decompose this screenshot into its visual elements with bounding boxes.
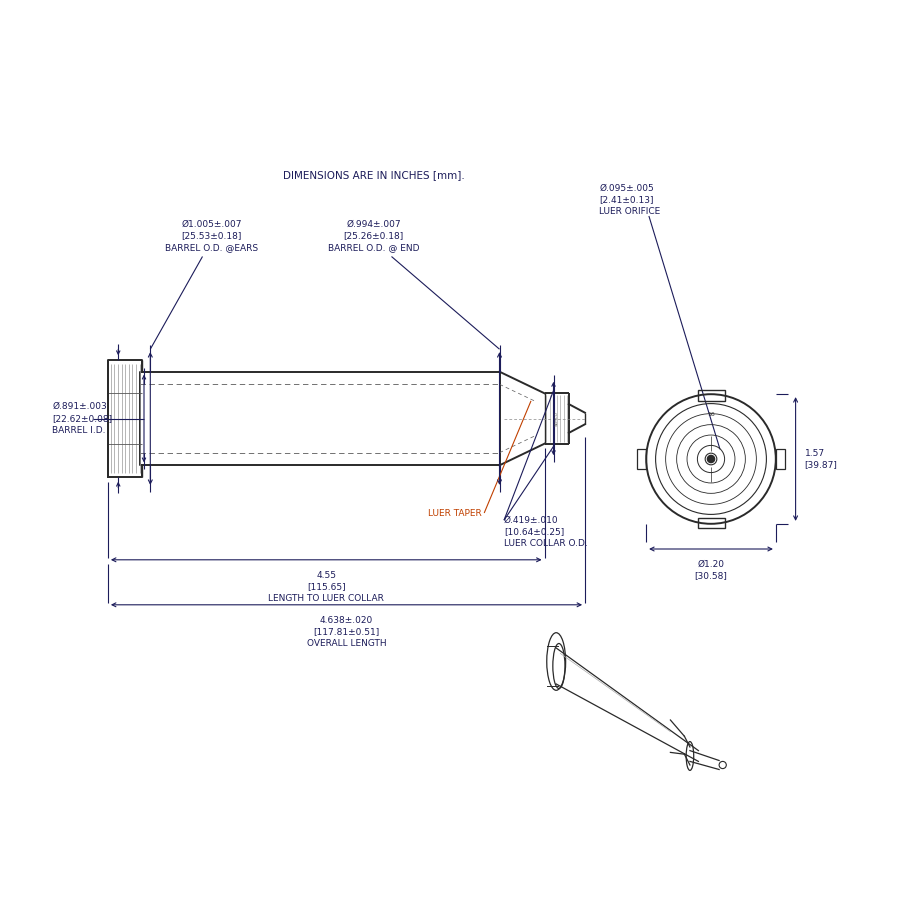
Text: 4.55
[115.65]
LENGTH TO LUER COLLAR: 4.55 [115.65] LENGTH TO LUER COLLAR	[268, 571, 384, 603]
Text: 16: 16	[707, 412, 715, 417]
Text: LUER TAPER: LUER TAPER	[428, 508, 482, 518]
Text: 4.638±.020
[117.81±0.51]
OVERALL LENGTH: 4.638±.020 [117.81±0.51] OVERALL LENGTH	[307, 616, 386, 648]
Text: Ø.419±.010
[10.64±0.25]
LUER COLLAR O.D.: Ø.419±.010 [10.64±0.25] LUER COLLAR O.D.	[504, 516, 588, 548]
Text: 1.57
[39.87]: 1.57 [39.87]	[805, 449, 838, 469]
Text: Ø.095±.005
[2.41±0.13]
LUER ORIFICE: Ø.095±.005 [2.41±0.13] LUER ORIFICE	[599, 184, 661, 216]
Text: Ø.891±.003
[22.62±0.08]
BARREL I.D.: Ø.891±.003 [22.62±0.08] BARREL I.D.	[52, 402, 112, 435]
Circle shape	[707, 455, 715, 463]
Text: SEMCO: SEMCO	[554, 411, 559, 426]
Text: Ø1.20
[30.58]: Ø1.20 [30.58]	[695, 560, 727, 580]
Polygon shape	[500, 372, 544, 465]
Text: Ø.994±.007
[25.26±0.18]
BARREL O.D. @ END: Ø.994±.007 [25.26±0.18] BARREL O.D. @ EN…	[328, 220, 419, 252]
Text: DIMENSIONS ARE IN INCHES [mm].: DIMENSIONS ARE IN INCHES [mm].	[283, 170, 464, 181]
Text: Ø1.005±.007
[25.53±0.18]
BARREL O.D. @EARS: Ø1.005±.007 [25.53±0.18] BARREL O.D. @EA…	[165, 220, 258, 252]
